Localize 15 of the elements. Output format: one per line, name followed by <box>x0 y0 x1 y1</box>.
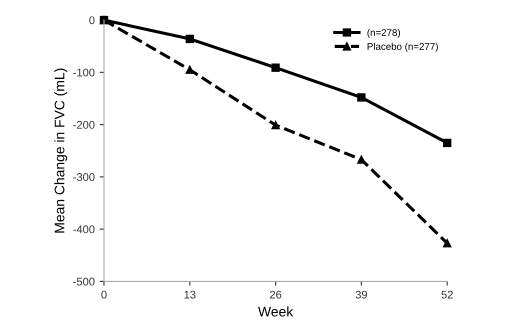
legend-label: Placebo (n=277) <box>368 42 438 52</box>
y-tick-label: -100 <box>73 68 95 76</box>
x-tick-label: 0 <box>101 290 107 299</box>
y-tick-label: -500 <box>73 278 95 286</box>
y-tick-label: 0 <box>89 16 95 24</box>
y-tick-label: -400 <box>73 225 95 234</box>
x-tick-label: 13 <box>184 290 196 299</box>
y-axis-title: Mean Change in FVC (mL) <box>54 68 68 233</box>
x-axis-title: Week <box>258 306 294 317</box>
x-tick-label: 39 <box>356 290 368 299</box>
y-tick-label: -200 <box>73 120 95 129</box>
x-tick-label: 52 <box>441 290 453 299</box>
y-tick-label: -300 <box>73 173 95 182</box>
legend-label: (n=278) <box>367 28 400 38</box>
x-tick-label: 26 <box>270 290 282 299</box>
